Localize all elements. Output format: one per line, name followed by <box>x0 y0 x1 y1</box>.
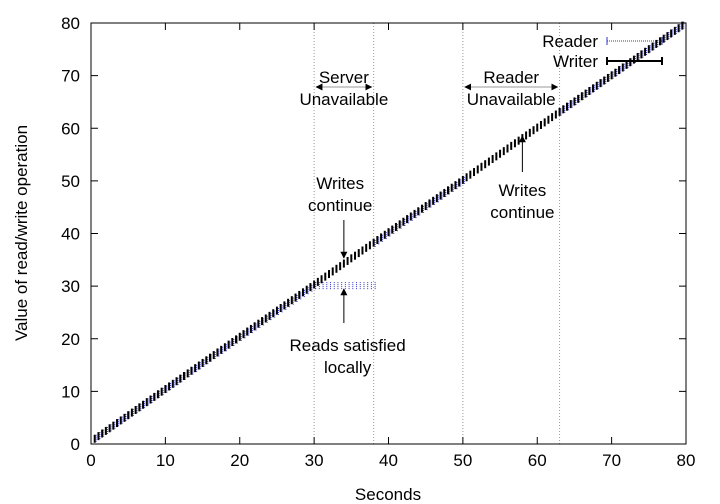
annotation-writes2: Writes <box>498 181 546 200</box>
y-tick-label: 30 <box>61 277 80 296</box>
y-tick-label: 10 <box>61 382 80 401</box>
vertical-guides <box>313 23 561 444</box>
axes: 0 10 20 30 40 50 60 70 80 0 10 20 30 40 50 60 70 80 <box>61 14 695 470</box>
annotation-reader_unavail: Unavailable <box>467 90 556 109</box>
annotations: Server Unavailable Reader Unavailable Writes… <box>289 68 555 377</box>
x-tick-label: 0 <box>86 451 95 470</box>
annotation-writes1: continue <box>308 196 372 215</box>
y-tick-label: 80 <box>61 14 80 33</box>
annotation-reads: Reads satisfied <box>289 336 405 355</box>
series-reader <box>95 21 685 443</box>
y-tick-label: 40 <box>61 225 80 244</box>
x-tick-label: 80 <box>677 451 696 470</box>
annotation-server: Unavailable <box>299 90 388 109</box>
annotation-reads: locally <box>324 358 372 377</box>
y-axis-label: Value of read/write operation <box>12 125 31 341</box>
annotation-server: Server <box>319 68 369 87</box>
y-tick-label: 0 <box>71 435 80 454</box>
annotation-writes1: Writes <box>316 174 364 193</box>
x-tick-label: 50 <box>453 451 472 470</box>
y-tick-label: 20 <box>61 330 80 349</box>
annotation-arrows <box>315 83 559 323</box>
x-axis-label: Seconds <box>355 485 421 504</box>
legend-label-writer: Writer <box>553 52 598 71</box>
x-tick-label: 40 <box>379 451 398 470</box>
y-tick-label: 70 <box>61 67 80 86</box>
y-tick-label: 50 <box>61 172 80 191</box>
x-tick-label: 60 <box>528 451 547 470</box>
x-tick-label: 10 <box>156 451 175 470</box>
x-tick-label: 70 <box>602 451 621 470</box>
y-tick-label: 60 <box>61 119 80 138</box>
annotation-writes2: continue <box>490 203 554 222</box>
legend-label-reader: Reader <box>542 32 598 51</box>
x-tick-label: 20 <box>230 451 249 470</box>
annotation-reader_unavail: Reader <box>483 68 539 87</box>
x-tick-label: 30 <box>305 451 324 470</box>
